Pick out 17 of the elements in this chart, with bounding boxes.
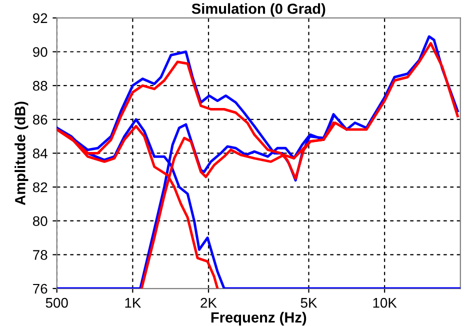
x-axis-title: Frequenz (Hz) — [211, 312, 306, 326]
y-tick-label: 76 — [33, 284, 48, 294]
x-tick-label: 5K — [300, 298, 318, 308]
y-tick-label: 82 — [32, 182, 48, 192]
y-tick-label: 80 — [32, 216, 48, 226]
y-tick-label: 92 — [33, 13, 48, 24]
x-tick-label: 500 — [46, 298, 68, 308]
chart-title: Simulation (0 Grad) — [192, 3, 326, 17]
y-tick-label: 78 — [33, 250, 48, 260]
y-tick-label: 90 — [33, 47, 48, 57]
y-axis-title: Amplitude (dB) — [14, 102, 28, 206]
y-tick-label: 88 — [32, 80, 48, 91]
y-tick-label: 84 — [32, 148, 48, 158]
x-tick-label: 2K — [200, 298, 217, 308]
x-tick-label: 10K — [373, 298, 397, 308]
x-tick-label: 1K — [125, 298, 142, 308]
y-tick-label: 86 — [32, 114, 48, 125]
